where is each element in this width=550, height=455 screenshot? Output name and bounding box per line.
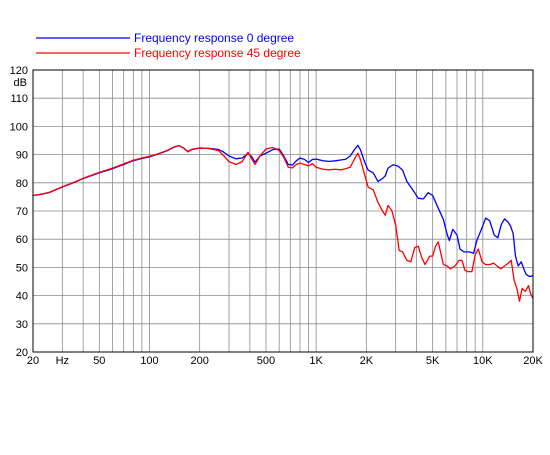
y-tick-label: 30 <box>16 319 28 331</box>
x-tick-label: 5K <box>426 355 440 367</box>
y-axis-labels: 20 30 40 50 60 70 80 90 100 110 120 <box>10 65 28 359</box>
x-tick-label: 2K <box>360 355 374 367</box>
y-axis-unit-label: dB <box>14 77 27 89</box>
plot-border <box>32 69 534 353</box>
y-tick-label: 60 <box>16 234 28 246</box>
y-tick-label: 70 <box>16 206 28 218</box>
x-tick-label: 100 <box>140 355 158 367</box>
y-tick-label: 120 <box>10 65 28 77</box>
x-tick-label: 10K <box>473 355 493 367</box>
series-line-45-degree <box>32 144 534 302</box>
y-tick-label: 50 <box>16 262 28 274</box>
series-layer <box>32 144 534 302</box>
y-tick-label: 20 <box>16 347 28 359</box>
x-tick-label: 1K <box>309 355 323 367</box>
x-tick-label: 200 <box>190 355 208 367</box>
y-tick-label: 90 <box>16 150 28 162</box>
x-tick-label: Hz <box>56 355 69 367</box>
x-axis-labels: 20 Hz 50 100 200 500 1K 2K 5K 10K 20K <box>27 355 544 367</box>
x-tick-label: 50 <box>93 355 105 367</box>
legend-label: Frequency response 0 degree <box>134 31 294 45</box>
y-tick-label: 40 <box>16 291 28 303</box>
x-tick-label: 20K <box>523 355 543 367</box>
y-tick-label: 100 <box>10 121 28 133</box>
x-tick-label: 20 <box>27 355 39 367</box>
y-tick-label: 110 <box>10 93 28 105</box>
x-tick-label: 500 <box>257 355 275 367</box>
y-tick-label: 80 <box>16 178 28 190</box>
legend-label: Frequency response 45 degree <box>134 46 301 60</box>
